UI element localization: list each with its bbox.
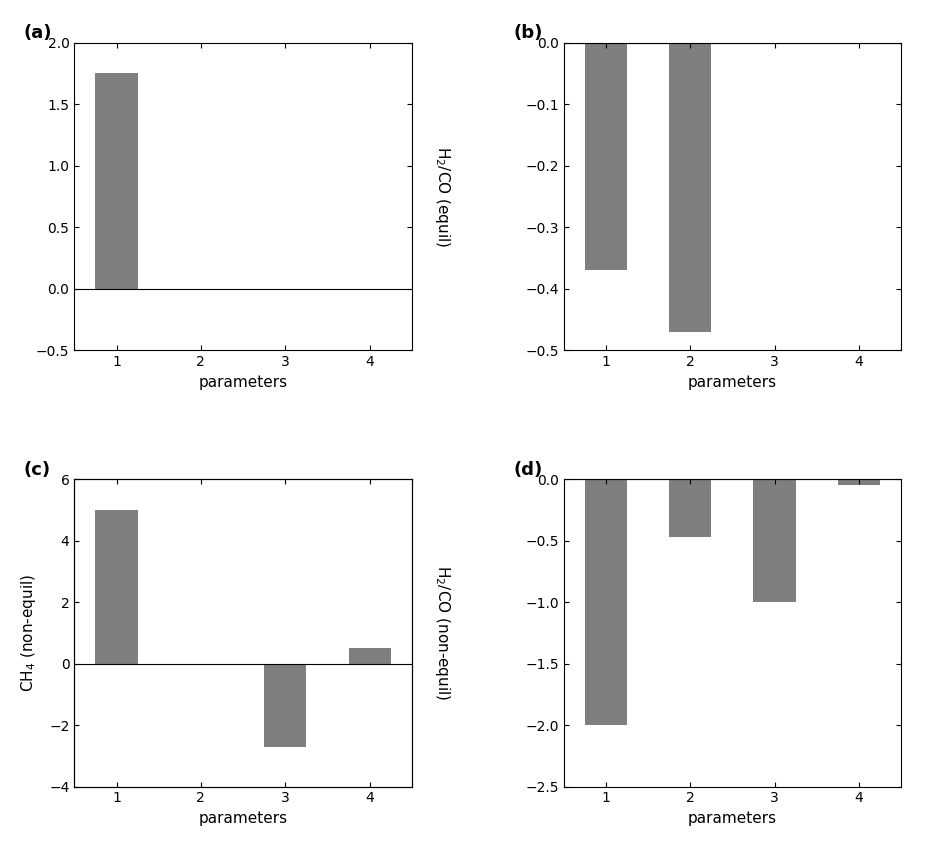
Bar	[348, 648, 391, 663]
Y-axis label: H$_2$/CO (non-equil): H$_2$/CO (non-equil)	[432, 565, 451, 700]
Y-axis label: CH$_4$ (non-equil): CH$_4$ (non-equil)	[19, 574, 38, 692]
Bar	[584, 479, 626, 725]
Bar	[584, 43, 626, 270]
Bar	[96, 510, 137, 663]
Bar	[96, 74, 137, 289]
X-axis label: parameters: parameters	[687, 811, 776, 826]
Y-axis label: H$_2$/CO (equil): H$_2$/CO (equil)	[432, 146, 451, 247]
Bar	[753, 479, 794, 602]
Text: (c): (c)	[24, 461, 51, 479]
Text: (b): (b)	[512, 24, 542, 42]
X-axis label: parameters: parameters	[199, 811, 288, 826]
Text: (a): (a)	[24, 24, 52, 42]
Bar	[264, 663, 306, 746]
X-axis label: parameters: parameters	[687, 374, 776, 390]
Bar	[668, 479, 711, 537]
Bar	[837, 479, 879, 486]
Text: (d): (d)	[512, 461, 542, 479]
X-axis label: parameters: parameters	[199, 374, 288, 390]
Bar	[668, 43, 711, 332]
